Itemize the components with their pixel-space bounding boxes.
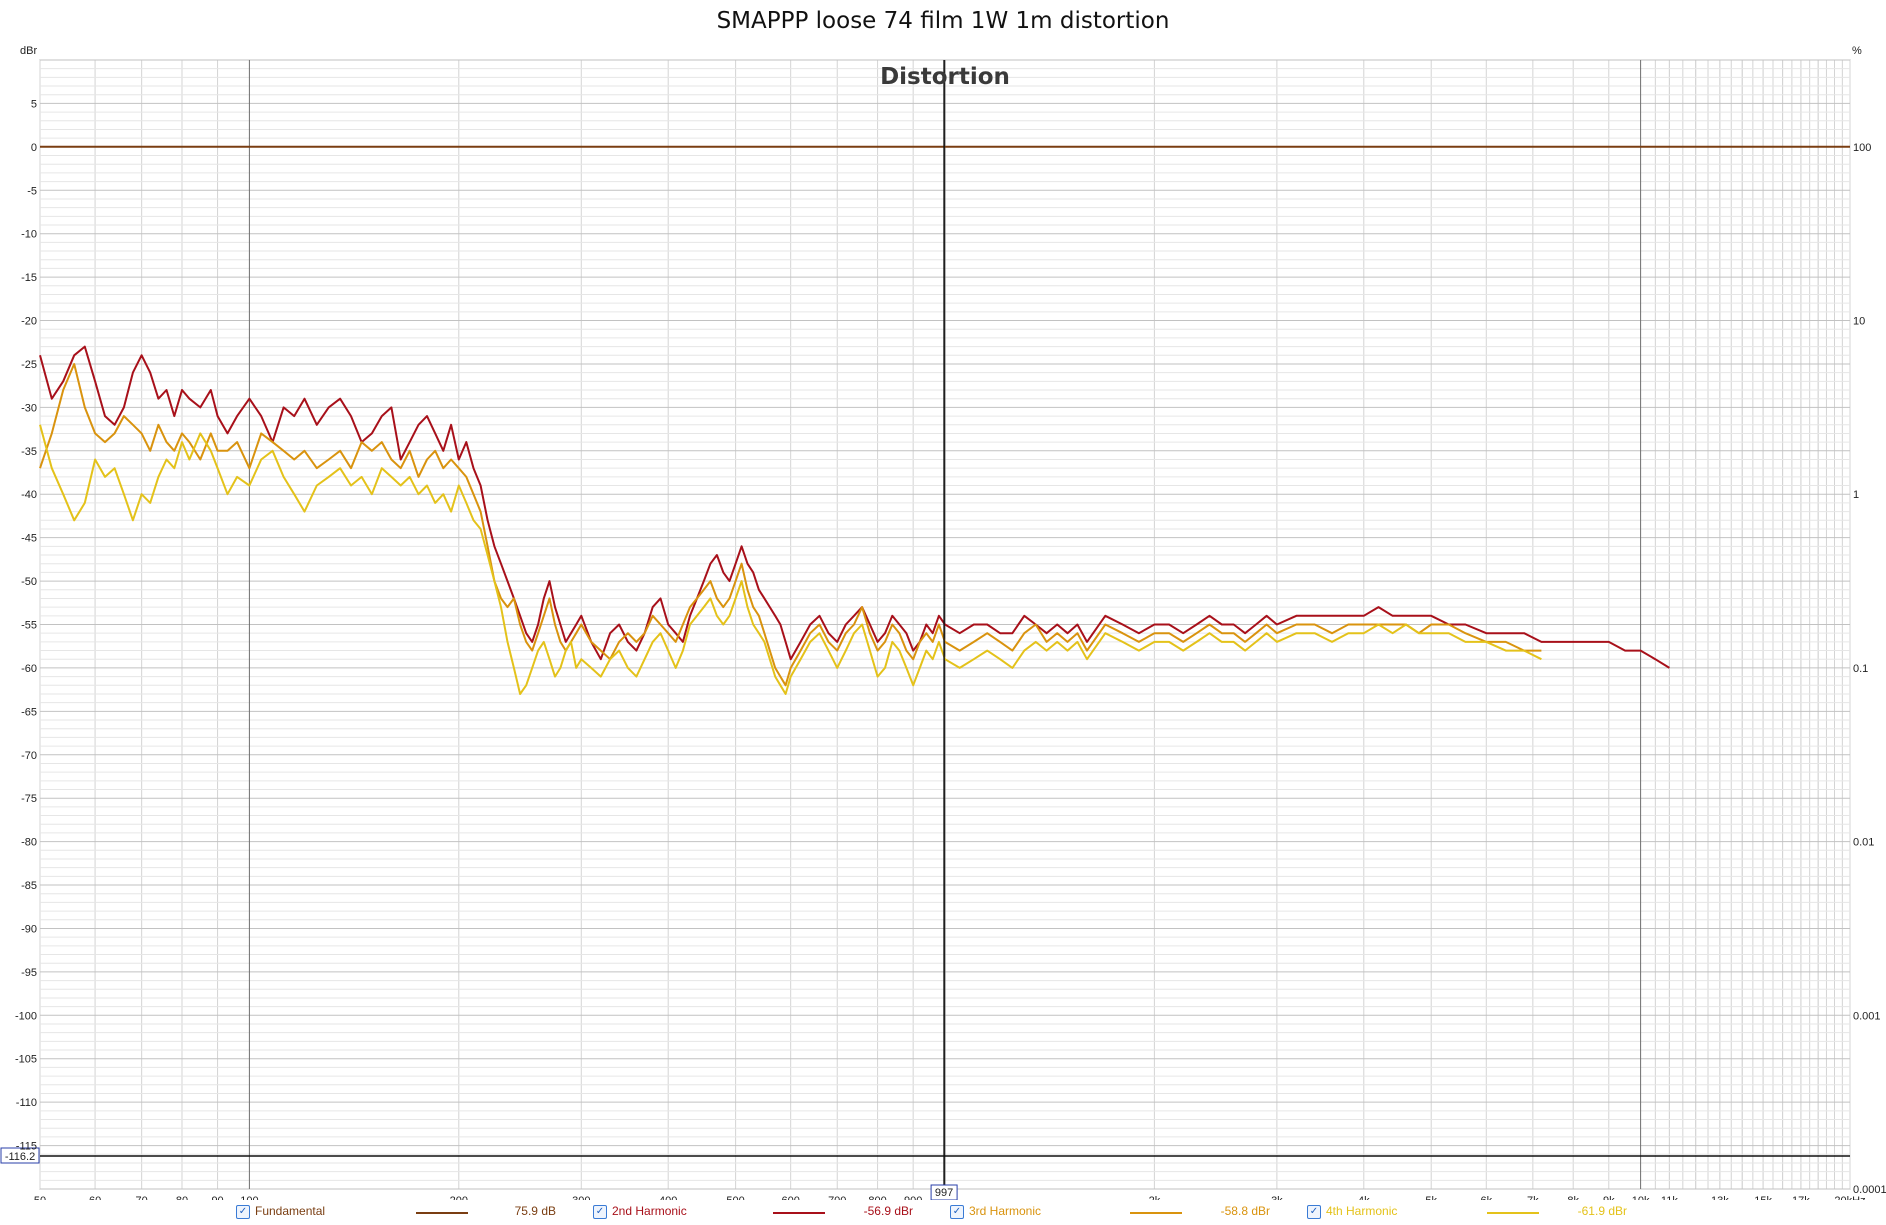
- legend-swatch: [1130, 1212, 1182, 1214]
- y-tick-label: -25: [21, 359, 37, 371]
- y-tick-label: -70: [21, 750, 37, 762]
- cursor-layer[interactable]: 997 -116.2: [0, 60, 1850, 1200]
- y-tick-label: -15: [21, 272, 37, 284]
- legend-swatch: [416, 1212, 468, 1214]
- x-tick-label: 2k: [1149, 1195, 1161, 1200]
- x-cursor-box: [930, 1184, 958, 1200]
- y-axis-ticks: 5 0 -5 -10 -15 -20 -25 -30 -35 -40 -45 -50 -55 -60 -65…: [15, 98, 37, 1152]
- right-tick-label: 100: [1853, 142, 1871, 154]
- y-tick-label: 5: [31, 98, 37, 110]
- legend-label: 3rd Harmonic: [969, 1204, 1042, 1218]
- x-tick-label: 80: [176, 1195, 188, 1200]
- series-line-4: [39, 424, 1542, 695]
- x-tick-label: 400: [659, 1195, 677, 1200]
- y-tick-label: -105: [15, 1054, 37, 1066]
- legend-swatch: [773, 1212, 825, 1214]
- y-tick-label: -45: [21, 533, 37, 545]
- x-tick-label: 900: [904, 1195, 922, 1200]
- x-tick-label: 90: [211, 1195, 223, 1200]
- x-cursor-label: 997: [935, 1187, 953, 1199]
- x-tick-label: 50: [34, 1195, 46, 1200]
- legend-checkbox[interactable]: ✓: [950, 1205, 964, 1219]
- distortion-chart[interactable]: 997-116.2 506070809010020030040050060070…: [0, 0, 1886, 1200]
- x-tick-label: 6k: [1480, 1195, 1492, 1200]
- x-tick-label: 11k: [1661, 1195, 1678, 1200]
- y-tick-label: -90: [21, 923, 37, 935]
- x-tick-label: 4k: [1358, 1195, 1370, 1200]
- x-tick-label: 500: [726, 1195, 744, 1200]
- y-tick-label: -75: [21, 793, 37, 805]
- series-line-2: [39, 345, 1670, 669]
- x-tick-label: 600: [782, 1195, 800, 1200]
- x-tick-label: 20kHz: [1834, 1195, 1865, 1200]
- legend-value: -56.9 dBr: [863, 1204, 913, 1218]
- y-tick-label: -40: [21, 489, 37, 501]
- legend-checkbox[interactable]: ✓: [1307, 1205, 1321, 1219]
- x-tick-label: 60: [89, 1195, 101, 1200]
- legend-label: 2nd Harmonic: [612, 1204, 687, 1218]
- y-tick-label: -65: [21, 706, 37, 718]
- y-tick-label: -5: [27, 185, 37, 197]
- y-tick-label: -80: [21, 837, 37, 849]
- y-tick-label: -35: [21, 446, 37, 458]
- graph-title: Distortion: [880, 64, 1010, 90]
- legend-checkbox[interactable]: ✓: [236, 1205, 250, 1219]
- y-tick-label: 0: [31, 142, 37, 154]
- legend-value: 75.9 dB: [514, 1204, 556, 1218]
- legend: ✓ Fundamental 75.9 dB ✓ 2nd Harmonic -56.9 dB…: [0, 1202, 1886, 1224]
- right-axis-unit: %: [1852, 45, 1862, 57]
- x-tick-label: 300: [572, 1195, 590, 1200]
- legend-value: -61.9 dBr: [1577, 1204, 1627, 1218]
- right-tick-label: 0.0001: [1853, 1184, 1886, 1196]
- right-tick-label: 1: [1853, 489, 1859, 501]
- y-tick-label: -110: [16, 1097, 37, 1109]
- y-tick-label: -55: [21, 620, 37, 632]
- right-tick-label: 0.001: [1853, 1010, 1881, 1022]
- right-tick-label: 0.01: [1853, 837, 1874, 849]
- legend-swatch: [1487, 1212, 1539, 1214]
- legend-label: 4th Harmonic: [1326, 1204, 1398, 1218]
- x-tick-label: 200: [450, 1195, 468, 1200]
- y-tick-label: -50: [21, 576, 37, 588]
- x-tick-label: 7k: [1527, 1195, 1539, 1200]
- y-cursor-box: [0, 1147, 40, 1164]
- x-tick-label: 13k: [1711, 1195, 1729, 1200]
- x-tick-label: 15k: [1754, 1195, 1772, 1200]
- right-tick-label: 10: [1853, 316, 1865, 328]
- x-tick-label: 3k: [1271, 1195, 1283, 1200]
- y-tick-label: -10: [21, 229, 37, 241]
- y-tick-label: -30: [21, 402, 37, 414]
- right-axis-ticks: 100 10 1 0.1 0.01 0.001 0.0001: [1853, 142, 1886, 1196]
- y-tick-label: -115: [16, 1141, 37, 1153]
- x-tick-label: 10k: [1632, 1195, 1650, 1200]
- left-axis-unit: dBr: [20, 45, 37, 57]
- x-tick-label: 70: [136, 1195, 148, 1200]
- y-tick-label: -60: [21, 663, 37, 675]
- page-title: SMAPPP loose 74 film 1W 1m distortion: [716, 8, 1170, 34]
- series-layer: [39, 145, 1850, 695]
- right-tick-label: 0.1: [1853, 663, 1868, 675]
- x-tick-label: 800: [868, 1195, 886, 1200]
- x-tick-label: 9k: [1603, 1195, 1615, 1200]
- y-tick-label: -100: [15, 1010, 37, 1022]
- legend-checkbox[interactable]: ✓: [593, 1205, 607, 1219]
- x-tick-label: 700: [828, 1195, 846, 1200]
- x-axis-ticks: 50 60 70 80 90 100 200 300 400 500 600 700 800 900 2k 3…: [34, 1195, 1866, 1200]
- series-line-3: [39, 363, 1542, 687]
- x-tick-label: 8k: [1567, 1195, 1579, 1200]
- legend-value: -58.8 dBr: [1220, 1204, 1270, 1218]
- y-tick-label: -95: [21, 967, 37, 979]
- x-tick-label: 17k: [1792, 1195, 1810, 1200]
- x-tick-label: 5k: [1425, 1195, 1437, 1200]
- x-tick-label: 100: [240, 1195, 258, 1200]
- y-cursor-label: -116.2: [5, 1151, 35, 1163]
- y-tick-label: -20: [21, 316, 37, 328]
- y-tick-label: -85: [21, 880, 37, 892]
- legend-label: Fundamental: [255, 1204, 326, 1218]
